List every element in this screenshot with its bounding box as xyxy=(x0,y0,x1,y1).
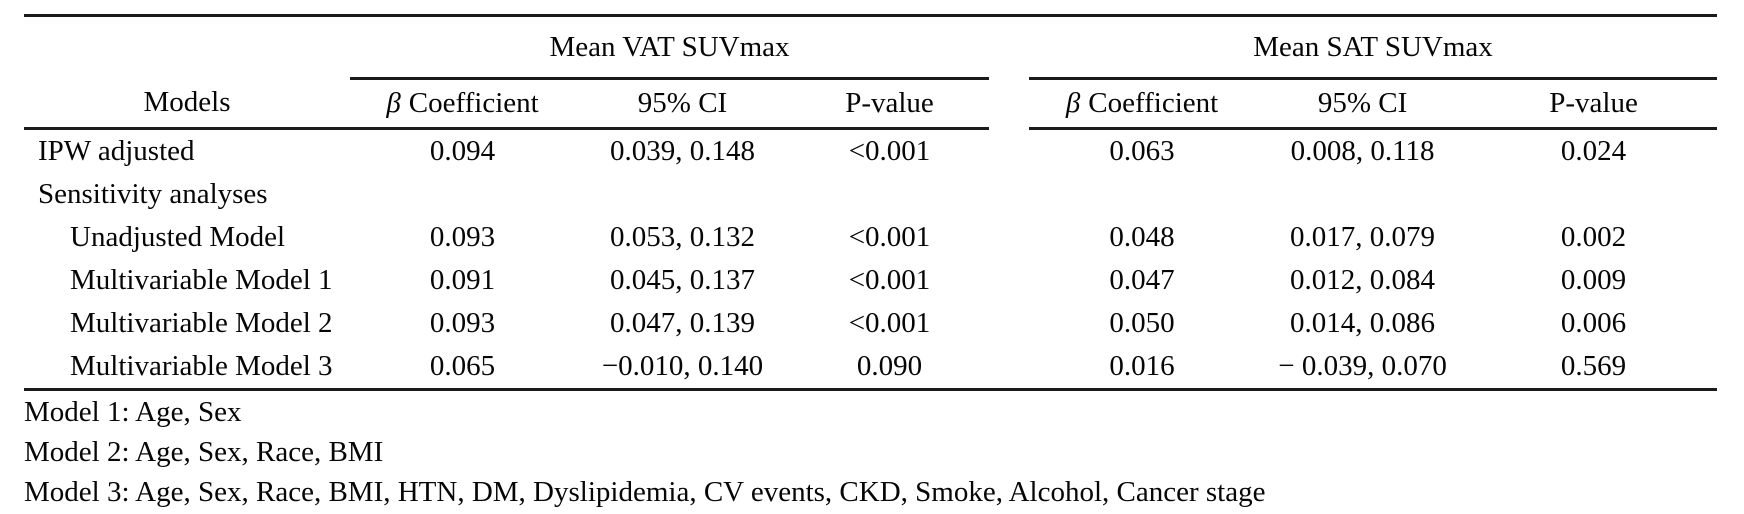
vat-p-value: <0.001 xyxy=(848,307,931,339)
coefficient-label: Coefficient xyxy=(408,87,539,119)
row-label: Multivariable Model 1 xyxy=(70,264,333,296)
vat-p-value xyxy=(790,173,989,216)
sat-beta-value: 0.063 xyxy=(1109,135,1175,167)
table-row-ipw-adjusted: IPW adjusted 0.094 0.039, 0.148 <0.001 0… xyxy=(24,129,1717,174)
sat-beta-column-header: β Coefficient xyxy=(1029,78,1256,130)
vat-beta-value xyxy=(350,173,575,216)
sat-p-value: 0.024 xyxy=(1560,135,1627,167)
results-table: Mean VAT SUVmax Mean SAT SUVmax Models β… xyxy=(24,14,1718,391)
vat-ci-value: 0.045, 0.137 xyxy=(610,264,755,296)
column-gap xyxy=(989,14,1030,79)
row-label: Multivariable Model 3 xyxy=(24,345,350,391)
models-column-header: Models xyxy=(24,78,350,130)
beta-symbol: β xyxy=(1065,87,1081,119)
column-gap xyxy=(989,302,1029,345)
footnote-model-2: Model 2: Age, Sex, Race, BMI xyxy=(24,436,384,468)
empty-cell xyxy=(24,14,350,79)
sat-p-value: 0.569 xyxy=(1470,345,1718,391)
sat-group-header: Mean SAT SUVmax xyxy=(1029,14,1718,80)
vat-beta-column-header: β Coefficient xyxy=(350,78,575,130)
vat-group-header: Mean VAT SUVmax xyxy=(350,14,990,80)
vat-beta-value: 0.091 xyxy=(429,264,496,296)
column-gap xyxy=(989,216,1029,259)
row-label: Unadjusted Model xyxy=(70,221,286,253)
group-header-row: Mean VAT SUVmax Mean SAT SUVmax xyxy=(24,14,1718,80)
vat-p-value: <0.001 xyxy=(848,264,931,296)
vat-p-value: 0.090 xyxy=(790,345,990,391)
coefficient-label: Coefficient xyxy=(1088,87,1219,119)
vat-p-value: <0.001 xyxy=(848,135,931,167)
sat-p-value: 0.002 xyxy=(1560,221,1627,253)
vat-ci-value: −0.010, 0.140 xyxy=(575,345,790,391)
row-label: Multivariable Model 2 xyxy=(70,307,333,339)
column-gap xyxy=(989,129,1029,174)
vat-ci-column-header: 95% CI xyxy=(575,78,790,130)
column-gap xyxy=(989,79,1029,129)
vat-p-column-header: P-value xyxy=(790,78,990,130)
table-footnotes: Model 1: Age, Sex Model 2: Age, Sex, Rac… xyxy=(24,392,1265,512)
column-header-row: Models β Coefficient 95% CI P-value β Coef… xyxy=(24,78,1718,130)
table-row-multivariable-model-3: Multivariable Model 3 0.065 −0.010, 0.14… xyxy=(24,345,1718,391)
sat-beta-value xyxy=(1029,173,1255,216)
sat-p-value: 0.009 xyxy=(1560,264,1627,296)
vat-beta-value: 0.093 xyxy=(429,221,496,253)
table-row-multivariable-model-2: Multivariable Model 2 0.093 0.047, 0.139… xyxy=(24,302,1717,345)
sat-ci-value: 0.017, 0.079 xyxy=(1290,221,1436,253)
vat-beta-value: 0.094 xyxy=(429,135,496,167)
sat-ci-value xyxy=(1255,173,1470,216)
vat-ci-value xyxy=(575,173,790,216)
footnote-model-3: Model 3: Age, Sex, Race, BMI, HTN, DM, D… xyxy=(24,476,1266,508)
table-row-multivariable-model-1: Multivariable Model 1 0.091 0.045, 0.137… xyxy=(24,259,1717,302)
sat-p-value xyxy=(1470,173,1717,216)
sat-beta-value: 0.050 xyxy=(1109,307,1175,339)
vat-beta-value: 0.065 xyxy=(350,345,575,391)
column-gap xyxy=(989,345,1030,391)
vat-ci-value: 0.053, 0.132 xyxy=(610,221,755,253)
footnote-model-1: Model 1: Age, Sex xyxy=(24,396,242,428)
table-row-unadjusted-model: Unadjusted Model 0.093 0.053, 0.132 <0.0… xyxy=(24,216,1717,259)
table-row-sensitivity-analyses: Sensitivity analyses xyxy=(24,173,1717,216)
column-gap xyxy=(989,259,1029,302)
vat-beta-value: 0.093 xyxy=(429,307,496,339)
row-label: Sensitivity analyses xyxy=(38,178,268,210)
sat-p-value: 0.006 xyxy=(1560,307,1627,339)
sat-ci-value: 0.008, 0.118 xyxy=(1290,135,1435,167)
beta-symbol: β xyxy=(386,87,401,119)
sat-ci-value: 0.012, 0.084 xyxy=(1290,264,1436,296)
sat-p-column-header: P-value xyxy=(1470,78,1718,130)
row-label: IPW adjusted xyxy=(38,135,195,167)
vat-p-value: <0.001 xyxy=(848,221,931,253)
sat-ci-value: − 0.039, 0.070 xyxy=(1255,345,1471,391)
vat-ci-value: 0.039, 0.148 xyxy=(610,135,755,167)
sat-beta-value: 0.047 xyxy=(1109,264,1175,296)
sat-beta-value: 0.048 xyxy=(1109,221,1175,253)
sat-ci-value: 0.014, 0.086 xyxy=(1290,307,1436,339)
vat-ci-value: 0.047, 0.139 xyxy=(610,307,755,339)
sat-ci-column-header: 95% CI xyxy=(1255,78,1471,130)
sat-beta-value: 0.016 xyxy=(1029,345,1256,391)
column-gap xyxy=(989,173,1029,216)
